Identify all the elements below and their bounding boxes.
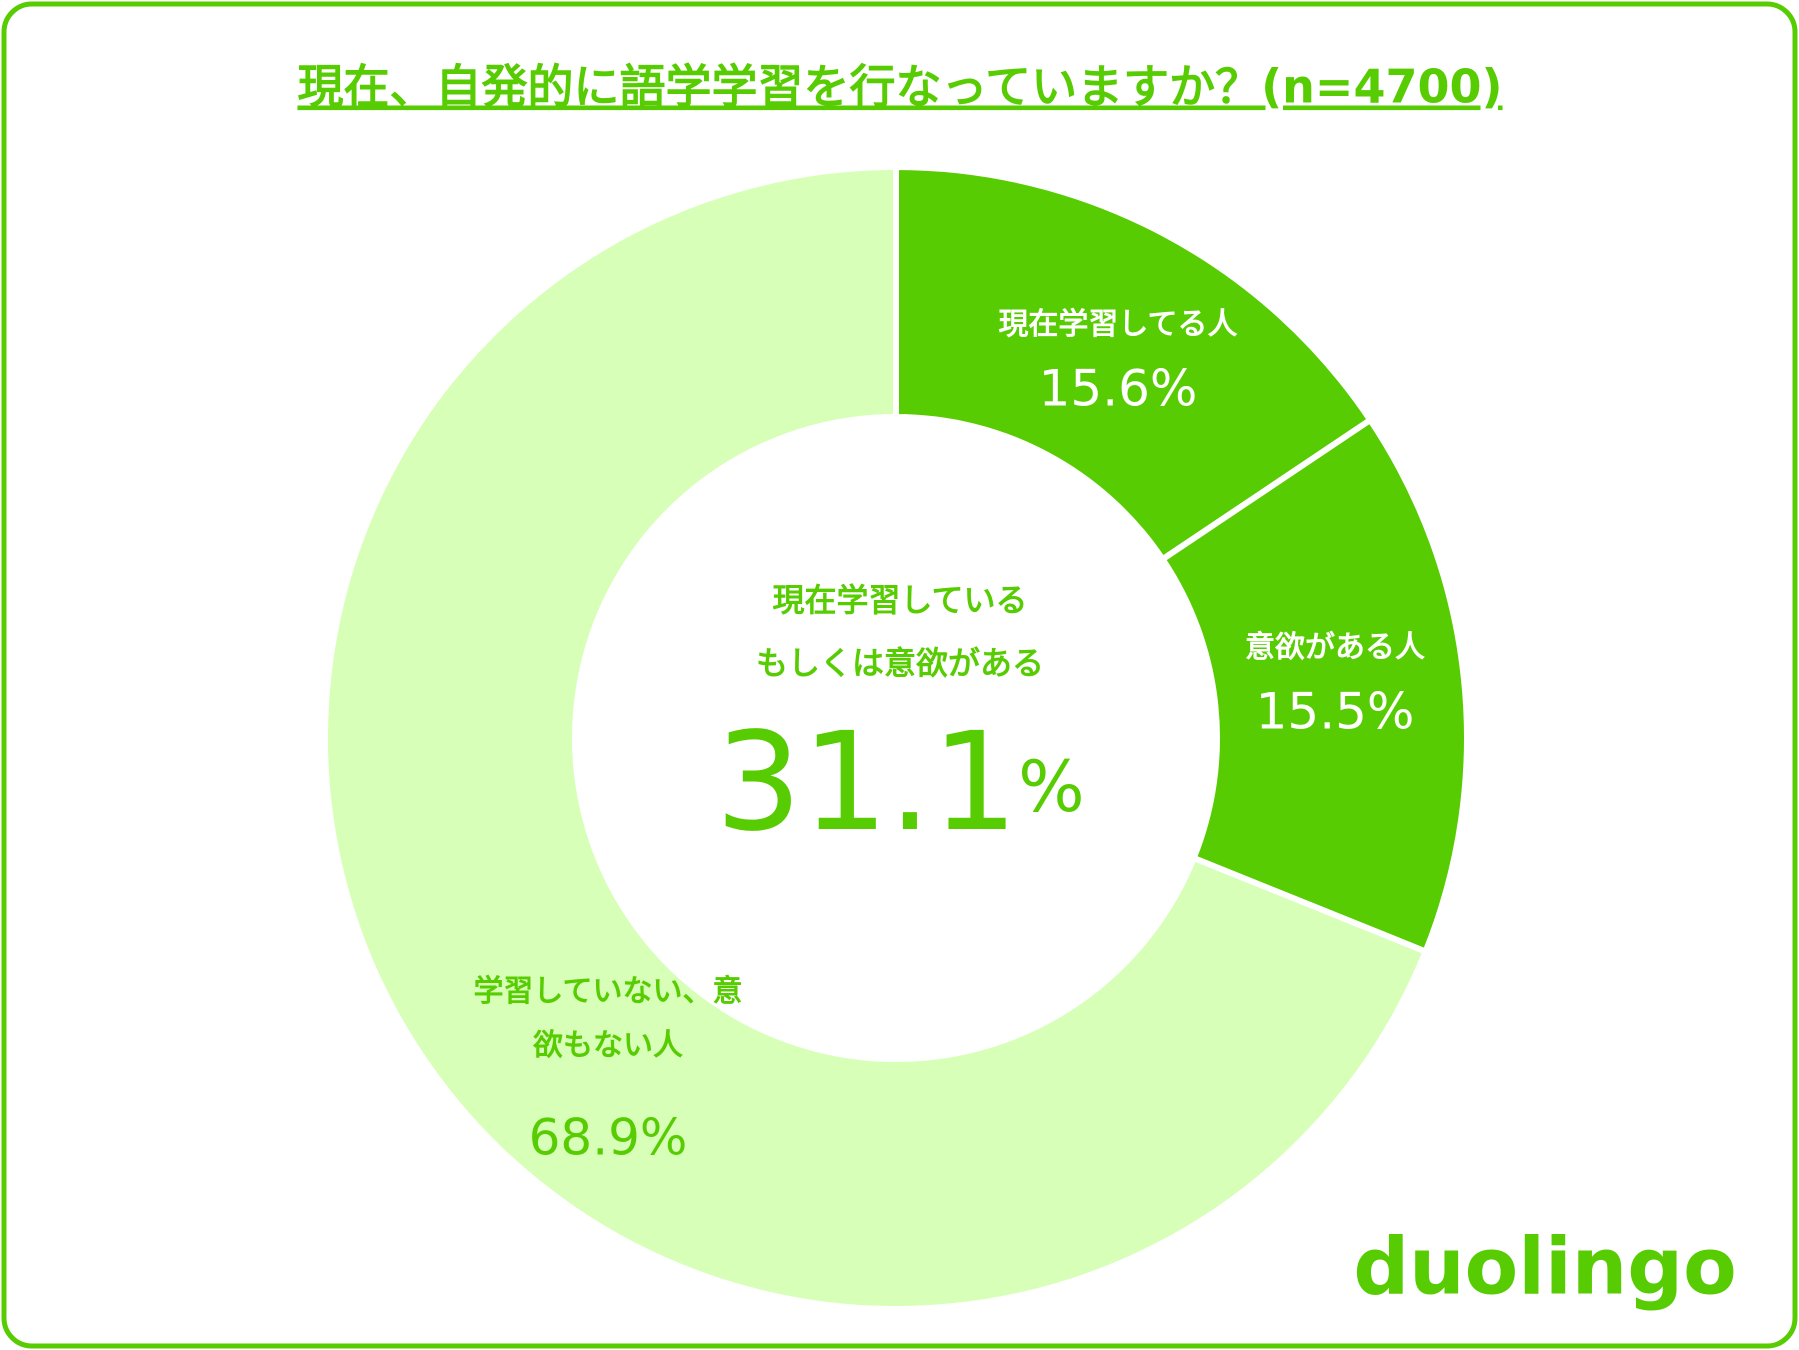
center-value: 31.1% — [715, 704, 1084, 862]
category-label: 学習していない、意欲もない人 — [473, 974, 743, 1063]
chart-title: 現在、自発的に語学学習を行なっていますか？(n=4700) — [297, 60, 1502, 114]
center-unit: % — [1018, 746, 1085, 828]
slice — [893, 163, 1375, 564]
center-label: もしくは意欲がある — [756, 644, 1044, 682]
donut — [322, 163, 1470, 1312]
category-label: 現在学習してる人 — [998, 307, 1238, 342]
value-label: 15.5% — [1256, 683, 1415, 741]
category-label: 意欲がある人 — [1245, 630, 1425, 665]
slice — [1158, 415, 1470, 956]
value-label: 15.6% — [1039, 360, 1198, 418]
value-label: 68.9% — [529, 1109, 688, 1167]
center-label: 現在学習している — [772, 581, 1027, 619]
center-number: 31.1 — [715, 704, 1018, 862]
slice — [322, 163, 1430, 1312]
logo: duolingo — [1353, 1222, 1736, 1312]
